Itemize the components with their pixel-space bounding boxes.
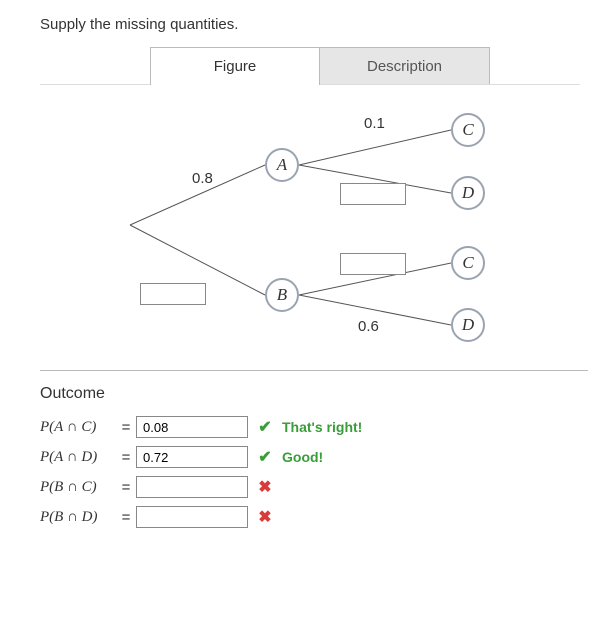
node-c-lower: C	[451, 246, 485, 280]
check-icon: ✔	[254, 417, 276, 437]
tree-edges	[40, 85, 580, 365]
equals-sign: =	[116, 419, 136, 436]
cross-icon: ✖	[254, 507, 276, 527]
node-b: B	[265, 278, 299, 312]
answer-label: P(A ∩ C)	[40, 419, 116, 436]
prob-ac-label: 0.1	[364, 115, 385, 132]
answer-row: P(B ∩ D)= ✖	[40, 503, 588, 531]
answer-input[interactable]	[136, 416, 248, 438]
tab-figure[interactable]: Figure	[150, 47, 320, 85]
prob-bc-input[interactable]	[340, 253, 406, 275]
cross-icon: ✖	[254, 477, 276, 497]
divider	[40, 370, 588, 371]
answer-input[interactable]	[136, 476, 248, 498]
node-c-upper: C	[451, 113, 485, 147]
prob-ad-input[interactable]	[340, 183, 406, 205]
outcome-rows: P(A ∩ C)=✔That's right!P(A ∩ D)=✔Good!P(…	[40, 413, 588, 531]
answer-input[interactable]	[136, 446, 248, 468]
equals-sign: =	[116, 509, 136, 526]
tab-description[interactable]: Description	[320, 47, 490, 85]
prob-bd-label: 0.6	[358, 318, 379, 335]
answer-row: P(B ∩ C)= ✖	[40, 473, 588, 501]
answer-row: P(A ∩ D)= ✔ Good!	[40, 443, 588, 471]
equals-sign: =	[116, 449, 136, 466]
node-d-upper: D	[451, 176, 485, 210]
check-icon: ✔	[254, 447, 276, 467]
answer-input[interactable]	[136, 506, 248, 528]
feedback-text: That's right!	[282, 419, 362, 435]
answer-label: P(B ∩ C)	[40, 479, 116, 496]
equals-sign: =	[116, 479, 136, 496]
tree-diagram: A B C D C D 0.8 0.1 0.6	[40, 84, 580, 364]
tab-strip: Figure Description	[150, 47, 588, 85]
answer-row: P(A ∩ C)= ✔ That's right!	[40, 413, 588, 441]
node-d-lower: D	[451, 308, 485, 342]
question-prompt: Supply the missing quantities.	[40, 16, 588, 33]
feedback-text: Good!	[282, 449, 323, 465]
prob-a-label: 0.8	[192, 170, 213, 187]
prob-b-input[interactable]	[140, 283, 206, 305]
outcome-heading: Outcome	[40, 385, 588, 403]
answer-label: P(B ∩ D)	[40, 509, 116, 526]
answer-label: P(A ∩ D)	[40, 449, 116, 466]
node-a: A	[265, 148, 299, 182]
